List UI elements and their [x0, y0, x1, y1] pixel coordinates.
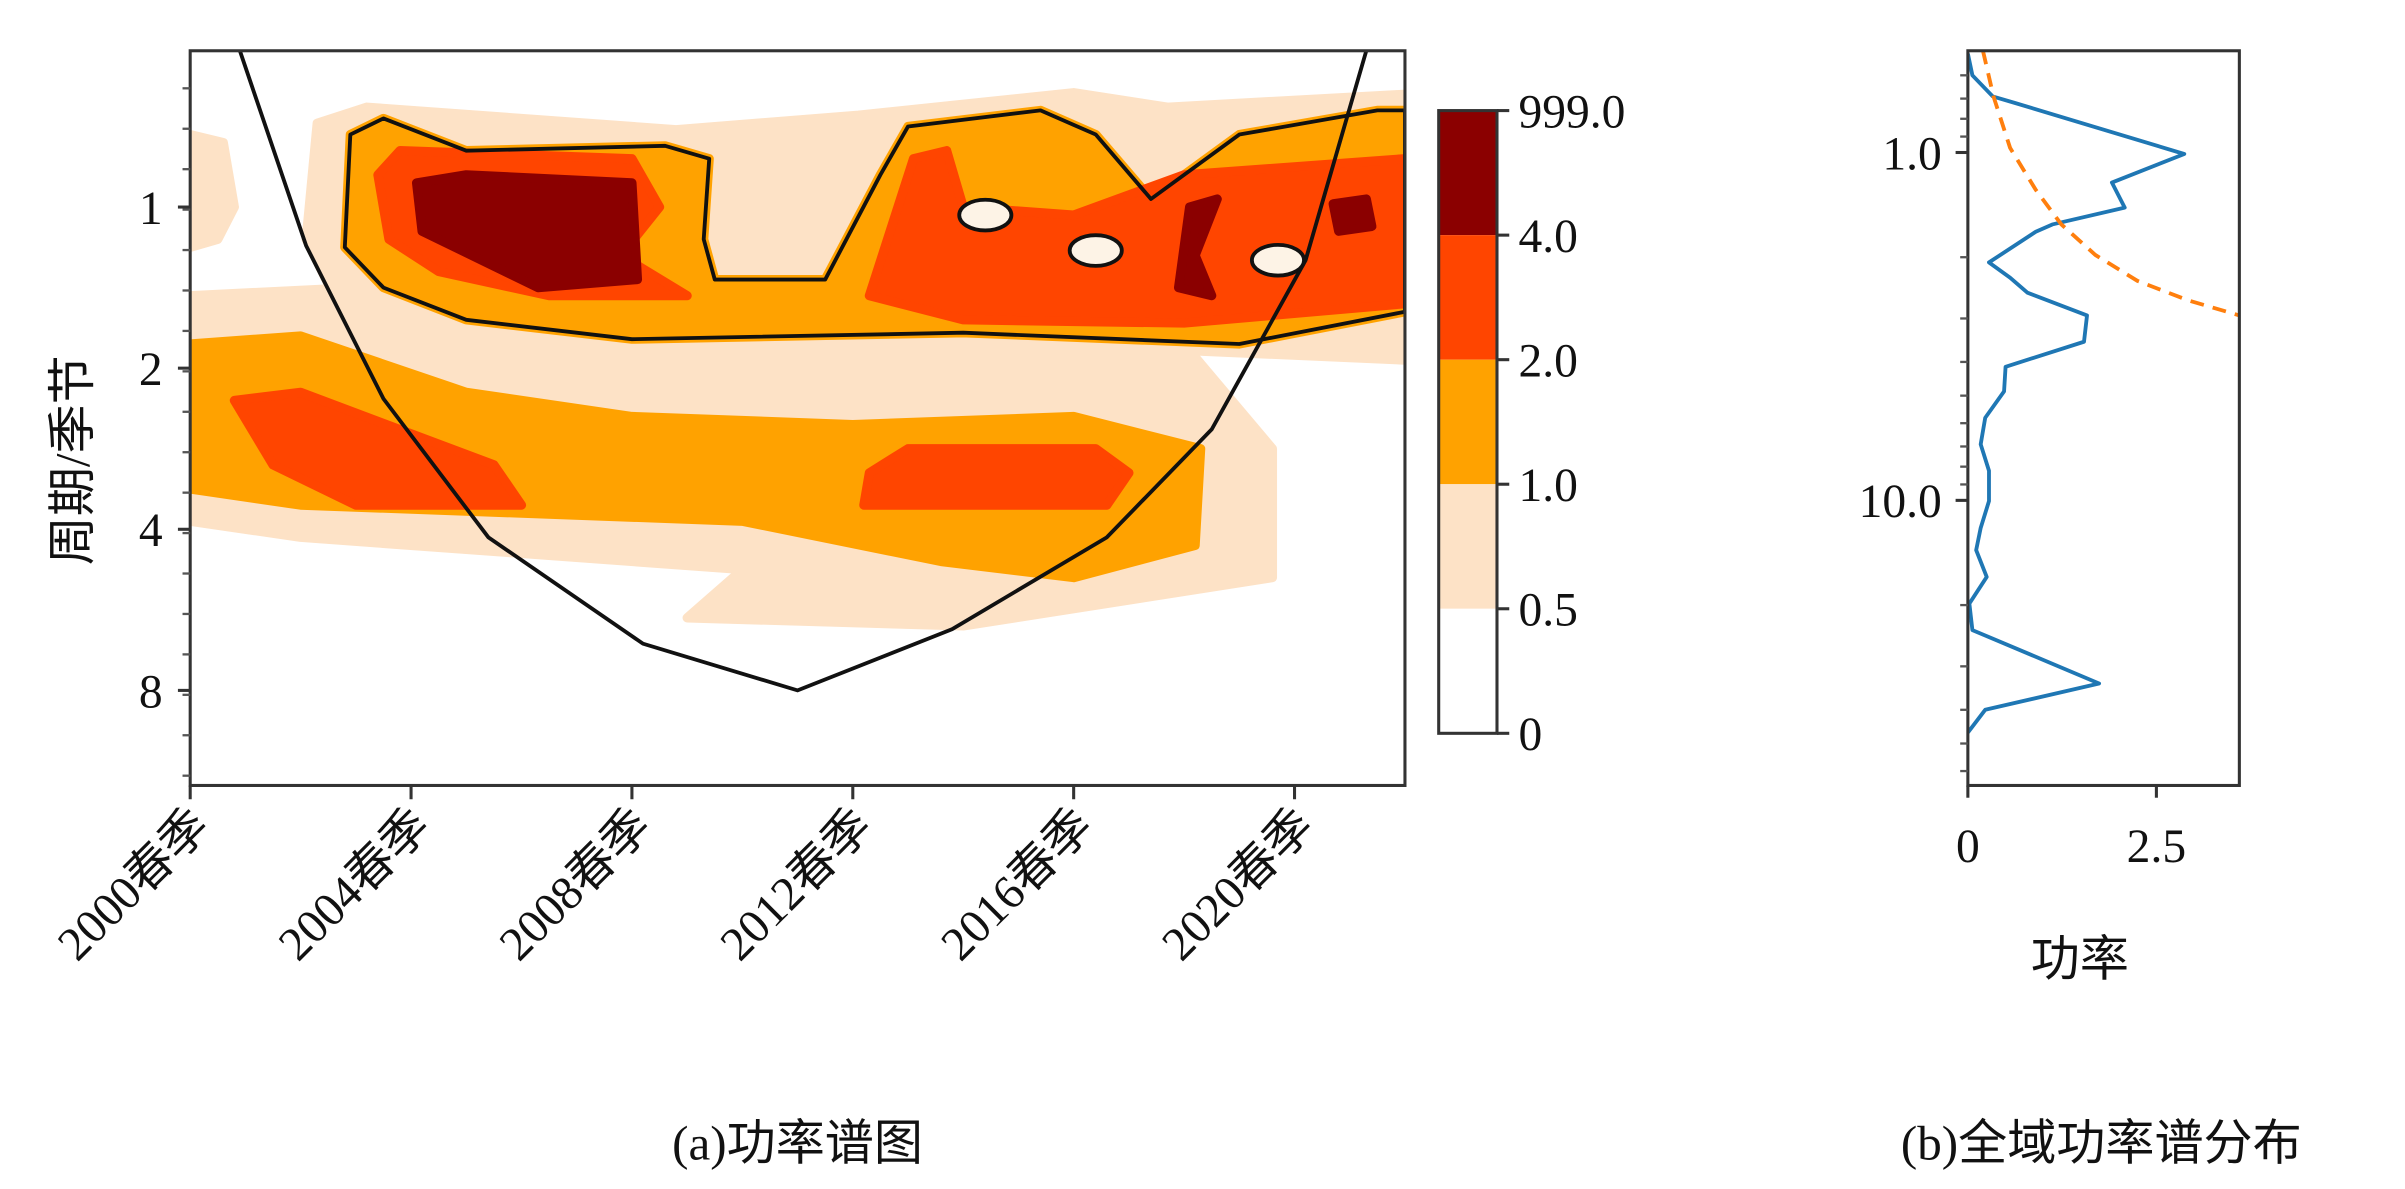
colorbar-label: 999.0 [1518, 86, 1625, 138]
y-tick-label: 4 [139, 505, 163, 557]
colorbar-label: 0.5 [1518, 585, 1577, 637]
significance-line [1981, 50, 2240, 318]
x-tick-label: 2016春季 [932, 799, 1103, 970]
colorbar-frame [1437, 109, 1499, 735]
plot-a-frame [188, 49, 1407, 787]
global-power-line [1967, 53, 2187, 734]
plot-b-frame [1966, 49, 2241, 787]
colorbar-label: 4.0 [1518, 211, 1577, 263]
caption-b: (b)全域功率谱分布 [1901, 1116, 2302, 1171]
colorbar-segment [1438, 359, 1497, 485]
colorbar-label: 1.0 [1518, 460, 1577, 512]
colorbar-segment [1438, 608, 1497, 734]
x-tick-label: 2.5 [2127, 821, 2186, 873]
y-tick-label: 1.0 [1882, 128, 1941, 180]
x-tick-label: 0 [1956, 821, 1980, 873]
y-tick-label: 2 [139, 344, 163, 396]
x-axis-label-power: 功率 [2031, 932, 2129, 987]
contour-region-4 [1173, 194, 1222, 301]
contour-region-2 [229, 387, 527, 510]
colorbar: 999.0 4.0 2.0 1.0 0.5 0 [1437, 86, 1625, 761]
caption-a: (a)功率谱图 [672, 1116, 923, 1171]
y-axis-label: 周期/季节 [45, 355, 100, 565]
contour-region-4 [411, 170, 643, 293]
colorbar-segment [1438, 235, 1497, 360]
contour-region-2 [859, 444, 1134, 510]
y-tick-label: 8 [139, 666, 163, 718]
significance-contour-hole [957, 197, 1014, 233]
colorbar-label: 2.0 [1518, 336, 1577, 388]
x-tick-label: 2000春季 [48, 799, 219, 970]
cone-of-influence-line [238, 50, 1369, 693]
colorbar-segment [1438, 110, 1497, 236]
global-spectrum-lines [1967, 50, 2240, 734]
x-tick-label: 2008春季 [490, 799, 661, 970]
heatmap-regions [190, 88, 1405, 631]
global-spectrum-plot: 0 2.5 1.0 10.0 功率 (b)全域功率谱分布 [1859, 49, 2302, 1171]
y-tick-label: 10.0 [1859, 476, 1942, 528]
significance-contour-hole [1249, 242, 1306, 278]
x-tick-label: 2012春季 [711, 799, 882, 970]
contour-region-0_5 [190, 129, 239, 252]
power-spectrum-plot: 2000春季 2004春季 2008春季 2012春季 2016春季 2020春季 1 2 4 8… [45, 49, 1407, 1171]
colorbar-segment [1438, 484, 1497, 609]
x-tick-label: 2020春季 [1153, 799, 1324, 970]
plot-b-ticks: 0 2.5 1.0 10.0 [1859, 74, 2186, 873]
significance-contour [342, 108, 1405, 346]
significance-contour-hole [1067, 233, 1124, 268]
x-tick-label: 2004春季 [269, 799, 440, 970]
contour-region-4 [1328, 194, 1377, 236]
y-tick-label: 1 [139, 183, 163, 235]
cone-of-influence [238, 50, 1369, 693]
colorbar-label: 0 [1518, 709, 1542, 761]
